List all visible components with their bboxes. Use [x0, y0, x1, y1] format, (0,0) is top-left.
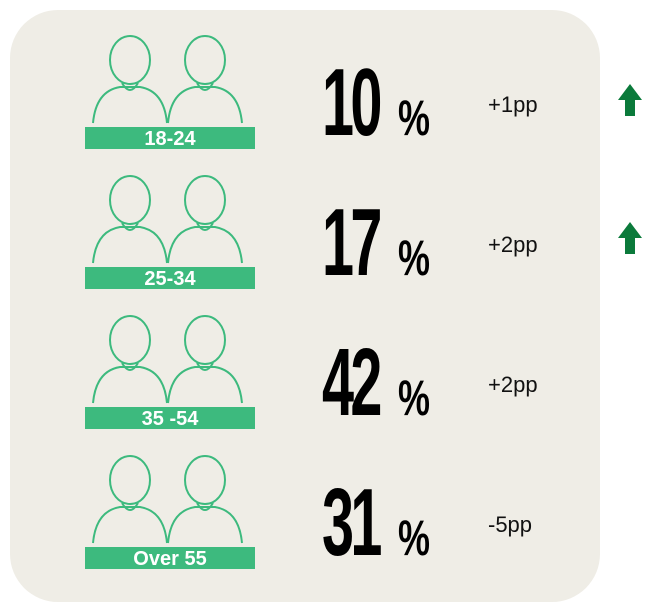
change: +2pp: [488, 232, 538, 257]
age-label: 25-34: [144, 268, 196, 290]
percent-unit: %: [398, 91, 430, 146]
age-label: 18-24: [144, 128, 196, 150]
age-label: Over 55: [133, 548, 206, 570]
percent-value: 42: [322, 328, 380, 436]
change: +2pp: [488, 372, 538, 397]
percent-value: 17: [322, 188, 380, 296]
up-arrow: [618, 84, 642, 116]
change: -5pp: [488, 512, 532, 537]
percent-unit: %: [398, 231, 430, 286]
percent-unit: %: [398, 511, 430, 566]
up-arrow: [618, 222, 642, 254]
age-label: 35 -54: [142, 408, 200, 430]
percent-value: 10: [322, 48, 380, 156]
change: +1pp: [488, 92, 538, 117]
percent-unit: %: [398, 371, 430, 426]
percent-value: 31: [322, 468, 381, 576]
infographic: 18-24 10% +1pp 25-34 17% +2pp 35 -54 42% +2pp Ove…: [0, 0, 648, 608]
